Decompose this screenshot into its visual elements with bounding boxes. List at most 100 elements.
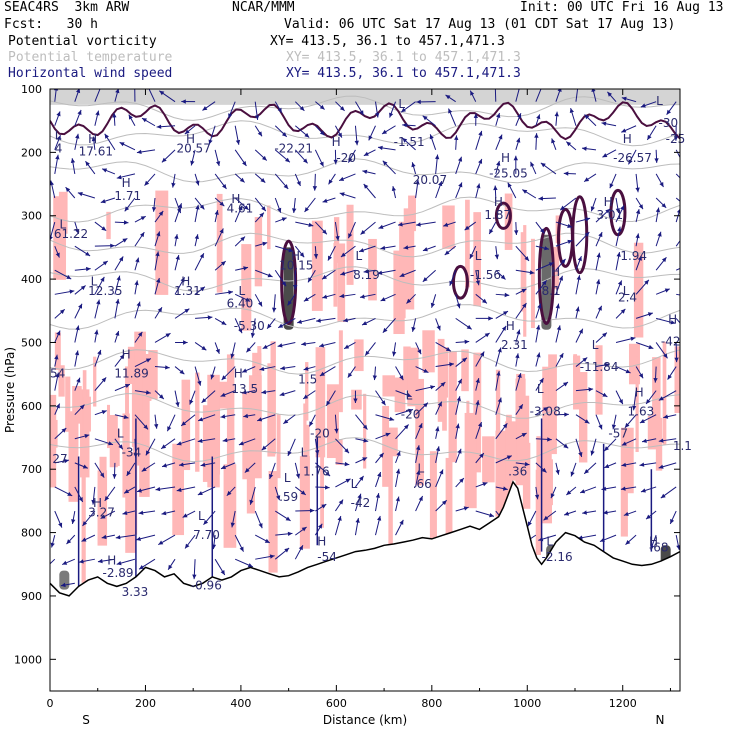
contour-label: L — [475, 249, 482, 263]
wind-arrowhead — [380, 297, 386, 302]
wind-arrowhead — [345, 478, 351, 483]
pv-shading-patch — [652, 357, 661, 419]
wind-arrowhead — [277, 343, 283, 348]
pv-shading-patch — [315, 347, 326, 458]
contour-label: L — [117, 427, 124, 441]
wind-arrowhead — [284, 548, 290, 553]
wind-arrowhead — [577, 256, 582, 262]
contour-label: 20.57 — [176, 141, 210, 155]
wind-arrowhead — [242, 368, 248, 373]
contour-label: -54 — [317, 550, 337, 564]
wind-arrowhead — [60, 582, 66, 588]
wind-arrowhead — [417, 349, 422, 355]
wind-arrowhead — [201, 345, 207, 351]
wind-arrowhead — [362, 321, 368, 325]
contour-label: -22.21 — [274, 141, 313, 155]
wind-arrowhead — [673, 136, 679, 141]
pv-shading-patch — [495, 430, 508, 517]
wind-arrowhead — [118, 444, 123, 450]
wind-arrowhead — [515, 353, 520, 359]
wind-arrowhead — [75, 325, 80, 331]
wind-arrowhead — [125, 384, 130, 388]
wind-arrowhead — [123, 414, 129, 419]
wind-arrowhead — [395, 496, 400, 502]
wind-arrowhead — [556, 325, 561, 331]
wind-arrowhead — [243, 413, 249, 419]
wind-arrowhead — [318, 523, 323, 529]
wind-arrowhead — [50, 542, 55, 548]
wind-arrowhead — [316, 318, 321, 323]
wind-arrowhead — [363, 151, 369, 156]
wind-arrowhead — [517, 373, 522, 378]
wind-arrowhead — [91, 499, 96, 505]
wind-arrowhead — [260, 178, 266, 183]
wind-arrowhead — [582, 146, 587, 151]
wind-arrowhead — [624, 422, 630, 428]
wind-arrowhead — [299, 252, 305, 258]
contour-label: H — [88, 132, 97, 146]
wind-arrowhead — [277, 207, 282, 213]
wind-arrowhead — [249, 499, 254, 505]
wind-arrowhead — [422, 115, 428, 121]
wind-arrowhead — [402, 123, 407, 128]
wind-arrowhead — [161, 511, 167, 516]
pv-shading-patch — [267, 420, 275, 450]
terrain-mask — [50, 481, 680, 691]
pv-shading-patch — [394, 377, 406, 413]
contour-label: -20 — [401, 408, 421, 422]
theta-contour — [50, 158, 680, 184]
contour-label: 6.40 — [227, 297, 254, 311]
wind-arrowhead — [104, 496, 110, 501]
theta-contour — [50, 349, 680, 375]
wind-arrowhead — [245, 297, 251, 302]
contour-label: L — [406, 389, 413, 403]
wind-arrowhead — [135, 257, 140, 263]
wind-arrowhead — [75, 228, 80, 234]
wind-arrowhead — [408, 408, 413, 413]
wind-arrowhead — [617, 226, 622, 232]
pv-shading-patch — [346, 204, 354, 285]
wind-arrowhead — [602, 332, 607, 338]
wind-arrowhead — [604, 446, 609, 451]
wind-vector — [54, 89, 57, 102]
pv-high-patch — [59, 570, 70, 590]
wind-arrowhead — [220, 414, 226, 419]
wind-arrowhead — [178, 203, 183, 209]
wind-arrowhead — [126, 470, 131, 476]
pv-shading-patch — [548, 354, 557, 455]
contour-label: .59 — [279, 490, 298, 504]
pv-shading-patch — [93, 356, 97, 407]
pv-shading-patch — [473, 212, 482, 307]
contour-label: H — [623, 132, 632, 146]
wind-arrowhead — [122, 238, 128, 243]
wind-arrowhead — [261, 206, 266, 212]
pv-high-patch — [541, 234, 552, 330]
wind-arrowhead — [618, 399, 623, 405]
contour-label: L — [91, 274, 98, 288]
wind-arrowhead — [70, 158, 76, 163]
pv-shading-patch — [257, 346, 262, 399]
wind-arrowhead — [625, 540, 631, 545]
wind-arrowhead — [241, 390, 247, 395]
wind-arrowhead — [97, 558, 103, 564]
wind-arrowhead — [254, 115, 260, 120]
y-axis-title: Pressure (hPa) — [3, 347, 17, 433]
wind-arrowhead — [478, 130, 483, 136]
wind-arrowhead — [615, 208, 620, 213]
pv-shading-patch — [148, 350, 158, 400]
wind-arrowhead — [344, 344, 350, 349]
wind-arrowhead — [416, 99, 421, 105]
wind-vector — [675, 173, 680, 179]
wind-arrowhead — [438, 181, 443, 187]
wind-arrowhead — [667, 374, 672, 380]
wind-arrowhead — [497, 397, 502, 403]
pv-shading-patch — [125, 366, 129, 434]
wind-arrowhead — [161, 444, 167, 449]
wind-arrowhead — [458, 156, 463, 162]
contour-label: H — [186, 132, 195, 146]
wind-arrowhead — [76, 89, 81, 94]
wind-arrowhead — [623, 511, 629, 516]
wind-arrowhead — [197, 380, 202, 386]
wind-arrowhead — [76, 377, 81, 383]
wind-arrowhead — [215, 348, 220, 354]
